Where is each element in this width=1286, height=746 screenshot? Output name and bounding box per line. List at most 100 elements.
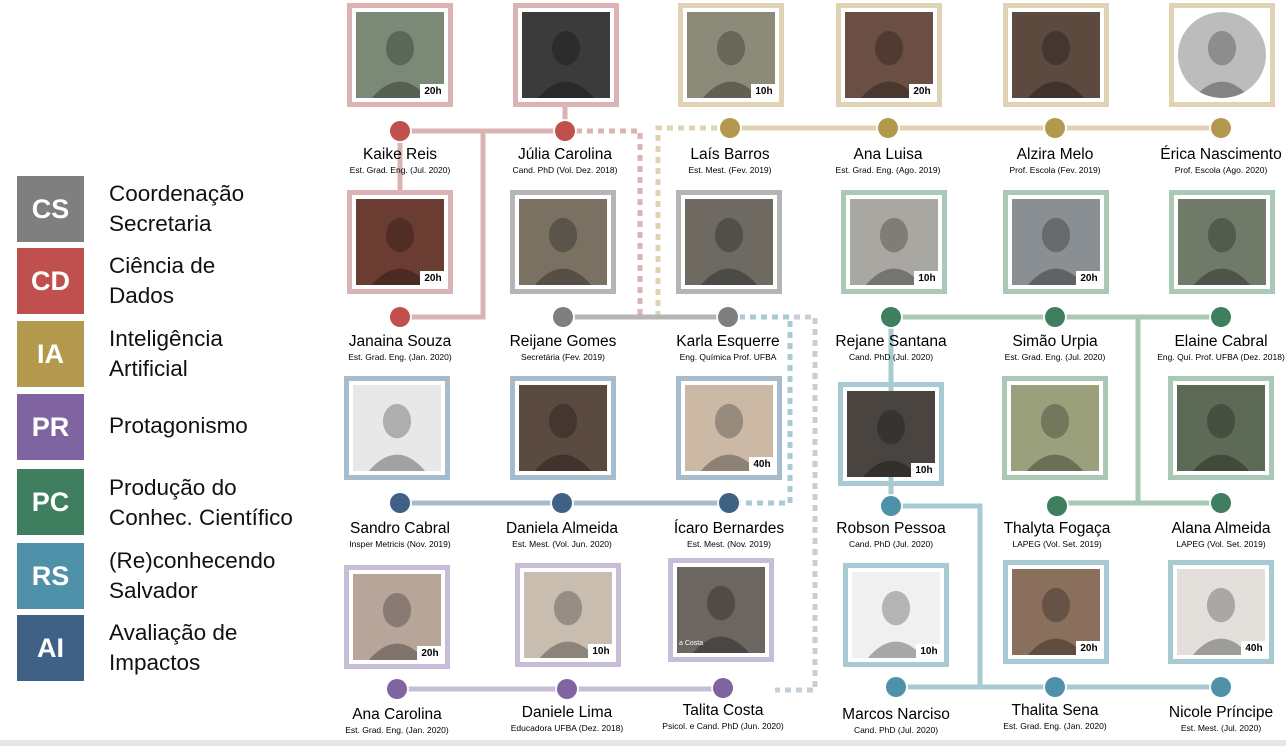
member-role: Est. Grad. Eng. (Ago. 2019) xyxy=(835,165,941,175)
member-node-dot xyxy=(555,121,575,141)
member-photo xyxy=(852,572,940,658)
member-node-dot xyxy=(881,496,901,516)
member-photo-card: 20h xyxy=(347,3,453,107)
member-photo-card: 10h xyxy=(841,190,947,294)
member-node-dot xyxy=(720,118,740,138)
hours-badge: 40h xyxy=(1241,641,1267,657)
member-photo-card: 20h xyxy=(1003,560,1109,664)
member-photo xyxy=(522,12,610,98)
member-node-dot xyxy=(1047,496,1067,516)
member-node-dot xyxy=(557,679,577,699)
member-name: Alana Almeida xyxy=(1171,520,1271,537)
hours-badge: 20h xyxy=(1076,641,1102,657)
hours-badge: 40h xyxy=(749,457,775,473)
member-role: Psicol. e Cand. PhD (Jun. 2020) xyxy=(662,721,784,731)
member-photo xyxy=(685,385,773,471)
member-name: Elaine Cabral xyxy=(1174,333,1268,350)
member-photo-card xyxy=(1169,190,1275,294)
member-role: LAPEG (Vol. Set. 2019) xyxy=(1012,539,1102,549)
member-photo xyxy=(677,567,765,653)
member-photo-card xyxy=(344,376,450,480)
member-role: Prof. Escola (Ago. 2020) xyxy=(1174,165,1268,175)
ia-dashed-link xyxy=(655,125,730,317)
hours-badge: 10h xyxy=(751,84,777,100)
member-photo-card: 10h xyxy=(838,382,944,486)
member-node-dot xyxy=(718,307,738,327)
member-photo xyxy=(1177,385,1265,471)
member-node-dot xyxy=(719,493,739,513)
member-photo xyxy=(519,199,607,285)
member-node-dot xyxy=(552,493,572,513)
member-name: Thalyta Fogaça xyxy=(1003,520,1111,537)
hours-badge: 20h xyxy=(417,646,443,662)
legend-code-badge: PC xyxy=(17,469,84,535)
member-photo-card xyxy=(1168,376,1274,480)
member-photo-card xyxy=(513,3,619,107)
member-name: Ana Carolina xyxy=(352,706,442,723)
member-photo xyxy=(353,574,441,660)
member-role: Secretária (Fev. 2019) xyxy=(521,352,605,362)
member-photo xyxy=(687,12,775,98)
legend-label: Protagonismo xyxy=(109,413,248,438)
member-role: Educadora UFBA (Dez. 2018) xyxy=(510,723,624,733)
member-photo-card: 20h xyxy=(344,565,450,669)
bottom-scrollbar-track xyxy=(0,740,1286,746)
member-photo-card: a Costa xyxy=(668,558,774,662)
member-role: Eng. Quí. Prof. UFBA (Dez. 2018) xyxy=(1157,352,1285,362)
member-node-dot xyxy=(1211,493,1231,513)
member-name: Sandro Cabral xyxy=(350,520,450,537)
member-node-dot xyxy=(1045,677,1065,697)
member-node-dot xyxy=(553,307,573,327)
member-photo xyxy=(1012,199,1100,285)
cd-dashed-link xyxy=(565,128,643,317)
member-role: Est. Grad. Eng. (Jan. 2020) xyxy=(1003,721,1107,731)
member-node-dot xyxy=(878,118,898,138)
member-photo-card: 10h xyxy=(678,3,784,107)
member-role: Cand. PhD (Jul. 2020) xyxy=(848,539,934,549)
member-role: Prof. Escola (Fev. 2019) xyxy=(1009,165,1101,175)
member-node-dot xyxy=(390,307,410,327)
group-legend: CS Coordenação Secretaria CD Ciência de Dados… xyxy=(0,0,330,746)
member-photo xyxy=(356,199,444,285)
member-photo xyxy=(1177,569,1265,655)
member-photo-card xyxy=(1169,3,1275,107)
member-photo xyxy=(519,385,607,471)
member-role: LAPEG (Vol. Set. 2019) xyxy=(1176,539,1266,549)
legend-label: Avaliação de Impactos xyxy=(109,620,238,675)
member-name: Janaina Souza xyxy=(348,333,452,350)
hours-badge: 20h xyxy=(420,84,446,100)
member-role: Est. Mest. (Nov. 2019) xyxy=(687,539,771,549)
member-photo xyxy=(850,199,938,285)
member-role: Est. Mest. (Jul. 2020) xyxy=(1180,723,1262,733)
member-name: Érica Nascimento xyxy=(1160,146,1282,163)
member-name: Laís Barros xyxy=(690,146,770,163)
member-node-dot xyxy=(387,679,407,699)
member-photo-card: 20h xyxy=(1003,190,1109,294)
member-name: Marcos Narciso xyxy=(842,706,950,723)
rs-link-line xyxy=(891,503,1221,690)
member-name: Daniela Almeida xyxy=(505,520,618,537)
member-photo-card: 10h xyxy=(515,563,621,667)
member-photo-card xyxy=(510,376,616,480)
member-photo-card: 20h xyxy=(836,3,942,107)
member-photo-card: 40h xyxy=(676,376,782,480)
member-photo-card xyxy=(510,190,616,294)
legend-code-badge: CD xyxy=(17,248,84,314)
legend-code-badge: RS xyxy=(17,543,84,609)
member-photo-card: 40h xyxy=(1168,560,1274,664)
member-role: Cand. PhD (Jul. 2020) xyxy=(853,725,939,735)
member-photo xyxy=(847,391,935,477)
member-role: Est. Grad. Eng. (Jul. 2020) xyxy=(1004,352,1106,362)
member-role: Est. Mest. (Vol. Jun. 2020) xyxy=(512,539,612,549)
member-photo xyxy=(845,12,933,98)
member-name: Rejane Santana xyxy=(835,333,947,350)
legend-code-badge: PR xyxy=(17,394,84,460)
member-name: Ana Luisa xyxy=(853,146,923,163)
member-name: Alzira Melo xyxy=(1016,146,1094,163)
member-photo-card xyxy=(676,190,782,294)
legend-label: (Re)conhecendo Salvador xyxy=(109,548,276,603)
member-photo xyxy=(1178,199,1266,285)
member-node-dot xyxy=(713,678,733,698)
member-node-dot xyxy=(1211,677,1231,697)
member-name: Reijane Gomes xyxy=(509,333,617,350)
